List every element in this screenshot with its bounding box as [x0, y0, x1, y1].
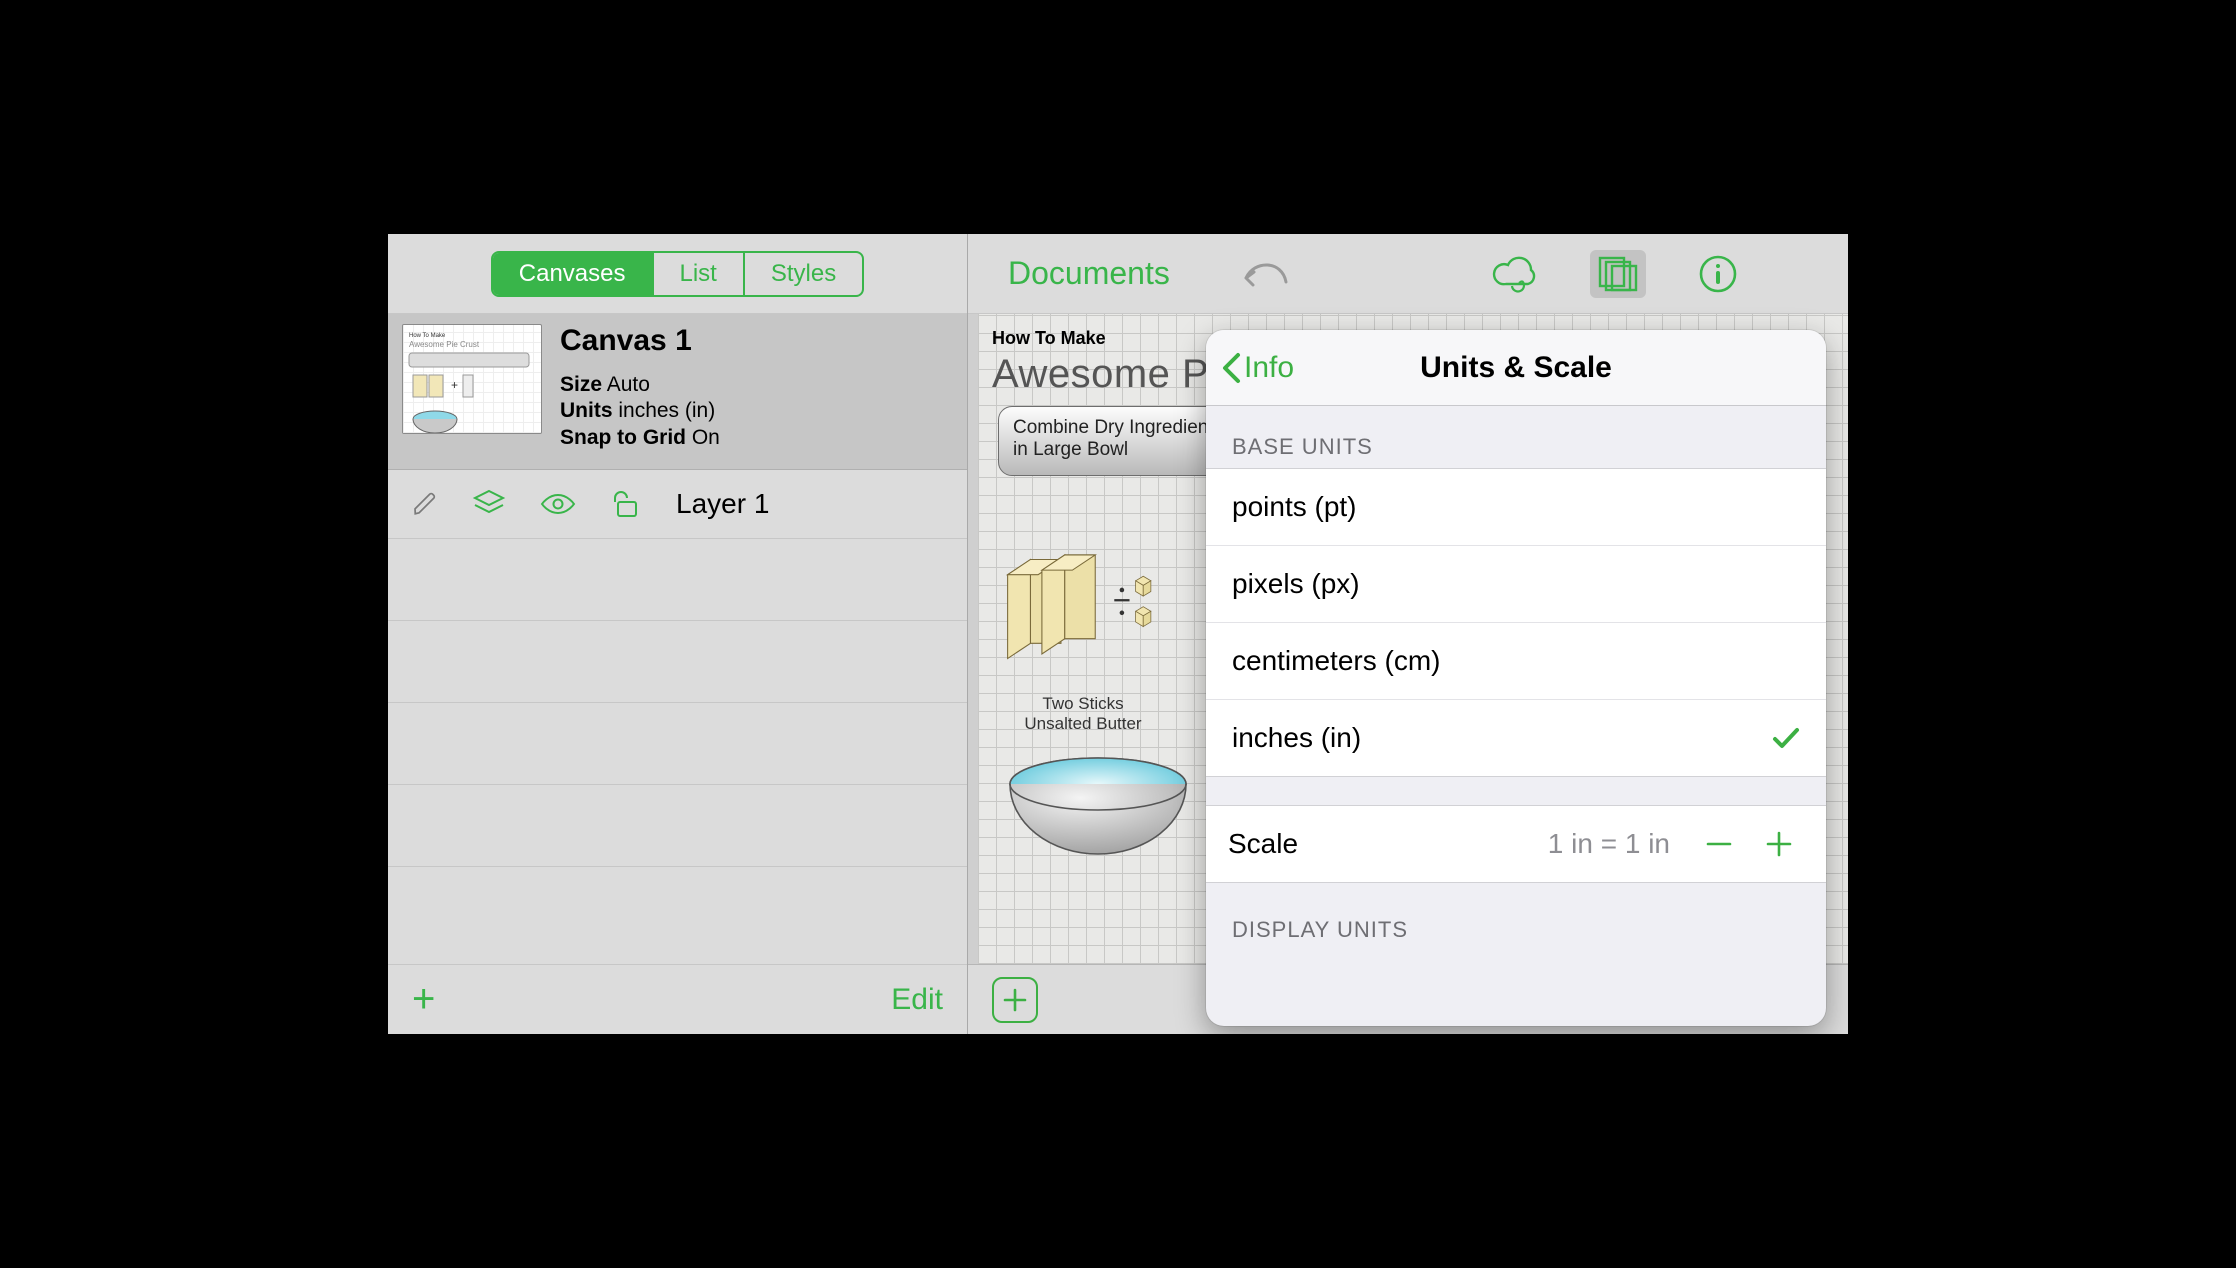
section-header-base-units: BASE UNITS	[1206, 406, 1826, 468]
bowl-illustration	[998, 744, 1198, 904]
canvases-stack-icon[interactable]	[1590, 250, 1646, 298]
butter-caption-line2: Unsalted Butter	[1008, 714, 1158, 734]
eye-icon[interactable]	[540, 492, 576, 516]
layer-row[interactable]: Layer 1	[388, 470, 967, 539]
svg-text:Awesome Pie Crust: Awesome Pie Crust	[409, 340, 480, 349]
empty-row	[388, 539, 967, 621]
sidebar-tabs-bar: Canvases List Styles	[388, 234, 967, 314]
canvas-units-label: Units	[560, 399, 613, 422]
popover-title: Units & Scale	[1420, 351, 1612, 385]
undo-icon[interactable]	[1240, 256, 1290, 292]
butter-caption: Two Sticks Unsalted Butter	[1008, 694, 1158, 734]
empty-row	[388, 621, 967, 703]
app-window: Canvases List Styles How To Make Awesome…	[378, 224, 1858, 1044]
butter-illustration	[1000, 524, 1160, 694]
popover-header: Info Units & Scale	[1206, 330, 1826, 406]
unlock-icon[interactable]	[610, 488, 642, 520]
tab-styles[interactable]: Styles	[743, 253, 862, 295]
unit-label: inches (in)	[1232, 722, 1361, 754]
canvas-thumbnail: How To Make Awesome Pie Crust +	[402, 324, 542, 434]
layers-icon[interactable]	[472, 489, 506, 519]
scale-value: 1 in = 1 in	[1548, 828, 1670, 860]
add-shape-button[interactable]	[992, 977, 1038, 1023]
unit-option-inches[interactable]: inches (in)	[1206, 700, 1826, 776]
popover-back-button[interactable]: Info	[1220, 330, 1294, 405]
unit-option-centimeters[interactable]: centimeters (cm)	[1206, 623, 1826, 700]
units-scale-popover: Info Units & Scale BASE UNITS points (pt…	[1206, 330, 1826, 1026]
doc-title: Awesome P	[992, 352, 1209, 397]
unit-label: pixels (px)	[1232, 568, 1360, 600]
tab-canvases[interactable]: Canvases	[493, 253, 652, 295]
checkmark-icon	[1772, 726, 1800, 750]
canvas-snap-label: Snap to Grid	[560, 426, 686, 449]
canvas-title: Canvas 1	[560, 324, 720, 358]
base-units-list: points (pt) pixels (px) centimeters (cm)…	[1206, 468, 1826, 777]
unit-label: centimeters (cm)	[1232, 645, 1440, 677]
unit-option-pixels[interactable]: pixels (px)	[1206, 546, 1826, 623]
tab-list[interactable]: List	[652, 253, 743, 295]
section-header-display-units: DISPLAY UNITS	[1206, 883, 1826, 951]
canvas-list-item[interactable]: How To Make Awesome Pie Crust + Canvas 1…	[388, 314, 967, 470]
empty-row	[388, 703, 967, 785]
unit-label: points (pt)	[1232, 491, 1357, 523]
canvas-size-value: Auto	[607, 373, 650, 396]
canvas-meta: Canvas 1 Size Auto Units inches (in) Sna…	[560, 324, 720, 451]
sidebar-footer: + Edit	[388, 964, 967, 1034]
empty-row	[388, 785, 967, 867]
scale-row: Scale 1 in = 1 in	[1206, 805, 1826, 883]
scale-label: Scale	[1228, 828, 1298, 860]
add-canvas-button[interactable]: +	[412, 977, 435, 1022]
canvas-size-label: Size	[560, 373, 602, 396]
sidebar-segmented-control: Canvases List Styles	[491, 251, 864, 297]
main-area: Documents How To Make Awesome P Combine …	[968, 234, 1848, 1034]
main-toolbar: Documents	[968, 234, 1848, 314]
doc-pretitle: How To Make	[992, 328, 1106, 349]
info-icon[interactable]	[1698, 254, 1738, 294]
canvas-snap-value: On	[692, 426, 720, 449]
documents-button[interactable]: Documents	[1008, 255, 1170, 292]
cloud-sync-icon[interactable]	[1492, 254, 1538, 294]
svg-text:How To Make: How To Make	[409, 333, 446, 339]
layer-name: Layer 1	[676, 488, 769, 520]
scale-increment-button[interactable]	[1754, 829, 1804, 859]
sidebar: Canvases List Styles How To Make Awesome…	[388, 234, 968, 1034]
chevron-left-icon	[1220, 351, 1242, 385]
edit-button[interactable]: Edit	[891, 983, 943, 1017]
butter-caption-line1: Two Sticks	[1008, 694, 1158, 714]
unit-option-points[interactable]: points (pt)	[1206, 469, 1826, 546]
svg-text:+: +	[451, 378, 458, 392]
scale-decrement-button[interactable]	[1694, 829, 1744, 859]
pencil-icon[interactable]	[412, 491, 438, 517]
popover-back-label: Info	[1244, 351, 1294, 385]
canvas-units-value: inches (in)	[618, 399, 715, 422]
